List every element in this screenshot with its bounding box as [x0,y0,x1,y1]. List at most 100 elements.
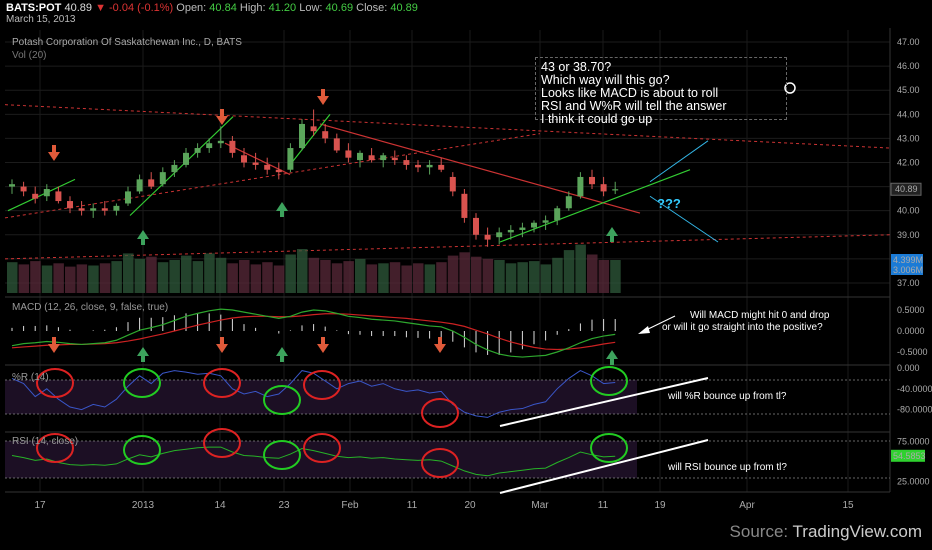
volume-bar [540,264,552,293]
time-tick-label: 23 [278,500,290,511]
volume-bar [610,260,621,293]
time-tick-label: 2013 [132,500,155,511]
rsi-highlight-ellipse [590,433,628,463]
volume-bar [471,256,482,293]
volume-bar [366,264,378,293]
volume-bar [53,263,64,293]
macd-label: MACD (12, 26, close, 9, false, true) [12,302,169,313]
volume-bar [505,263,517,293]
close-label: Close: [356,2,388,14]
down-arrow-stem [438,337,442,344]
candle-body [415,164,421,168]
macd-tick-label: 0.5000 [897,305,925,315]
candle-body [20,186,27,192]
down-arrow-stem [52,145,56,152]
rsi-highlight-ellipse [36,433,74,463]
candle-body [380,155,387,161]
candle-body [32,193,39,199]
low-label: Low: [299,2,323,14]
volume-bar [204,253,215,293]
time-tick-label: Apr [739,500,755,511]
green-trendline [289,113,331,166]
price-change: ▼ -0.04 (-0.1%) [95,2,174,14]
rsi-highlight-ellipse [203,428,241,458]
candle-body [600,184,607,192]
macd-annotation-1: Will MACD might hit 0 and drop [690,310,830,321]
candle-body [287,148,294,170]
volume-bar [146,256,157,293]
wr-tick-label: 0.000 [897,363,920,373]
candle-body [275,169,282,173]
green-trendline [499,169,691,243]
annotation-marks [36,82,796,494]
volume-bar [250,264,262,293]
volume-bar [424,264,436,293]
note-line: 43 or 38.70? [541,60,612,74]
volume-bar [134,258,146,293]
rising-trendline [4,133,541,219]
up-arrow-stem [280,356,284,362]
volume-bars [7,244,621,293]
candle-body [183,152,189,165]
macd-line [11,308,616,358]
rsi-highlight-ellipse [123,435,161,465]
volume-label: Vol (20) [12,50,47,61]
volume-bar [30,261,41,293]
wr-tick-label: -80.0000 [897,405,932,415]
candle-body [565,196,572,209]
down-arrow-stem [321,337,325,344]
price-tick-label: 46.00 [897,61,920,71]
question-mark: ??? [657,196,681,211]
candle-body [322,131,329,139]
up-arrow [606,350,618,359]
source-brand: TradingView.com [792,522,922,541]
volume-bar [320,260,331,293]
volume-bar [378,263,389,293]
rsi-label: RSI (14, close) [12,436,79,447]
volume-bar [262,262,273,293]
candle-body [426,164,433,168]
candle-body [136,179,143,192]
note-line: Looks like MACD is about to roll [541,86,719,100]
rsi-tick-label: 25.0000 [897,477,930,487]
volume-bar [169,260,180,293]
down-arrow [48,344,60,353]
volume-bar [482,258,494,293]
candle-body [159,172,166,185]
cyan-projection-down [649,195,719,243]
volume-bar [7,262,18,293]
price-tick-label: 44.00 [897,109,920,119]
down-arrow [216,116,228,125]
candle-body [217,140,224,144]
up-arrow-stem [280,211,284,217]
candle-body [542,220,549,223]
close-value: 40.89 [390,2,418,14]
axes: 47.0046.0045.0044.0043.0042.0041.0040.00… [34,37,932,511]
rsi-annotation: will RSI bounce up from tl? [668,462,787,473]
price-tick-label: 43.00 [897,133,920,143]
candle-body [252,162,259,165]
macd-signal-line [11,313,616,351]
up-arrow-stem [141,356,145,362]
candle-body [391,157,398,161]
candle-body [531,222,537,228]
volume-badge [891,264,923,275]
candle-body [229,140,236,153]
rsi-trendline [499,439,709,494]
up-arrow [137,230,149,239]
time-tick-label: 17 [34,500,46,511]
volume-badge [891,254,923,265]
volume-bar [401,265,412,293]
volume-bar [65,266,76,293]
down-arrow-stem [52,337,56,344]
rsi-line [11,446,616,477]
symbol[interactable]: BATS:POT [6,2,62,14]
price-tick-label: 39.00 [897,230,920,240]
candle-body [345,150,352,158]
candle-body [310,126,317,132]
time-tick-label: 14 [214,500,226,511]
note-circle [784,82,796,94]
down-arrow-stem [220,109,224,116]
candles [9,109,619,247]
time-tick-label: Mar [531,500,549,511]
